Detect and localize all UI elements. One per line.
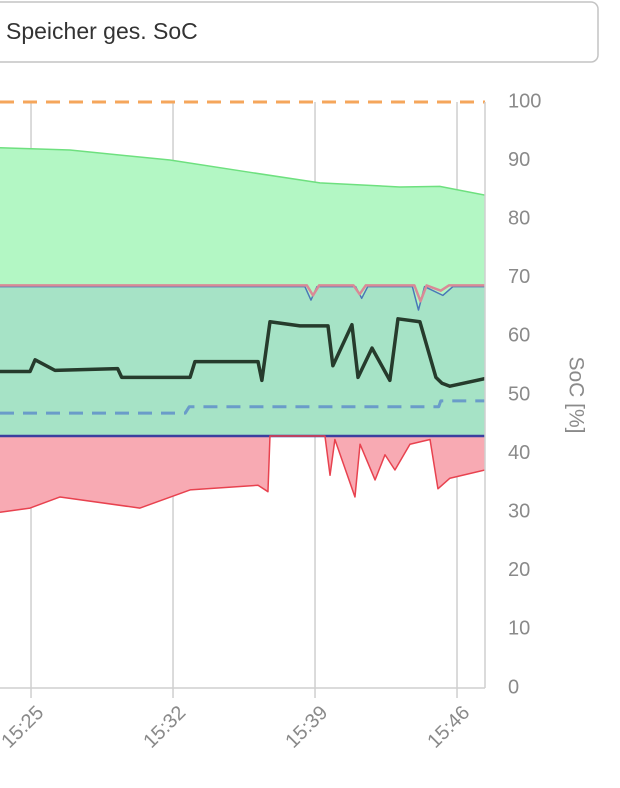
- y-tick-label: 10: [508, 618, 530, 640]
- y-tick-label: 40: [508, 442, 530, 464]
- y-tick-label: 60: [508, 325, 530, 347]
- chart-title: Speicher ges. SoC: [6, 18, 198, 44]
- series-layer: [0, 100, 485, 513]
- y-axis-label: SoC [%]: [564, 356, 587, 433]
- title-box[interactable]: [0, 1, 599, 63]
- series-line: [0, 317, 485, 388]
- y-tick-label: 30: [508, 500, 530, 522]
- y-tick-label: 100: [508, 90, 541, 112]
- series-line: [0, 284, 485, 303]
- y-tick-label: 80: [508, 207, 530, 229]
- x-tick-label: 15:25: [0, 702, 48, 753]
- y-tick-label: 70: [508, 266, 530, 288]
- y-tick-label: 90: [508, 149, 530, 171]
- x-tick-label: 15:32: [139, 702, 190, 753]
- y-tick-label: 20: [508, 559, 530, 581]
- y-tick-label: 50: [508, 383, 530, 405]
- y-tick-label: 0: [508, 676, 519, 698]
- x-tick-label: 15:39: [281, 702, 332, 753]
- series-line: [0, 435, 485, 513]
- x-tick-label: 15:46: [423, 702, 474, 753]
- area-fill: [0, 436, 485, 513]
- series-line: [0, 146, 485, 196]
